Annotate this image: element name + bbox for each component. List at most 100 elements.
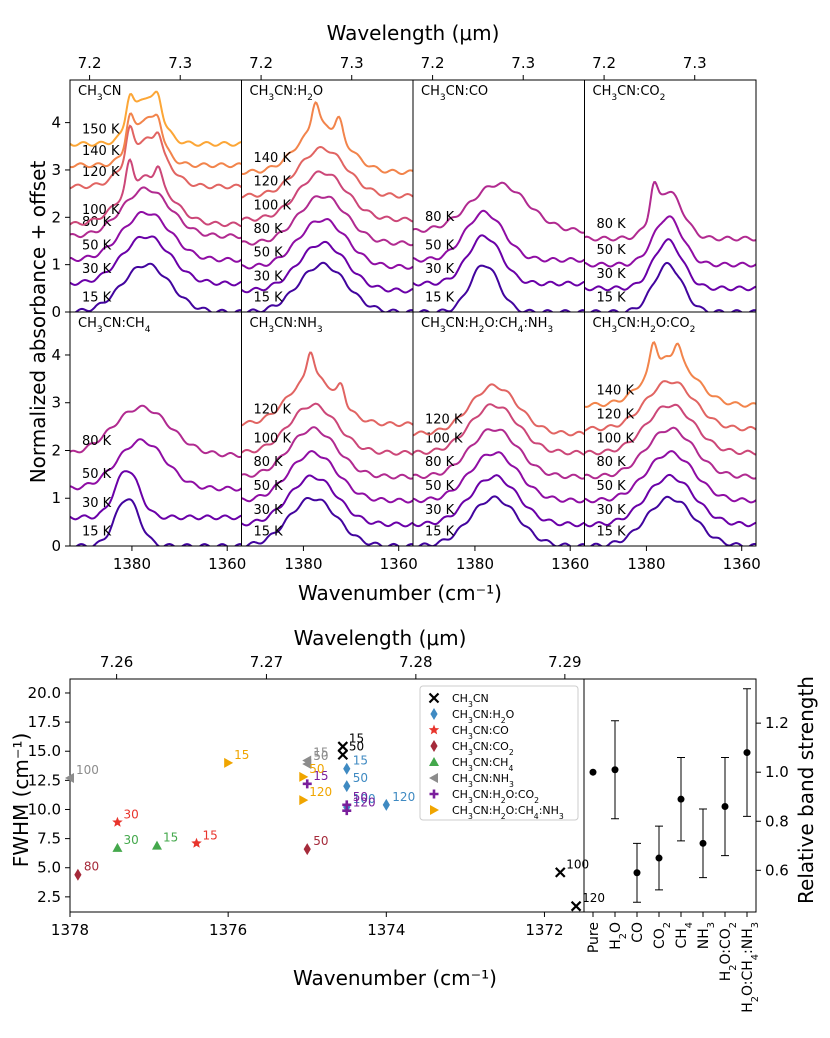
point-label: 100: [353, 792, 376, 806]
point-label: 50: [309, 762, 324, 776]
bottom-ylabel: FWHM (cm⁻¹): [9, 733, 33, 868]
legend-marker: [429, 773, 438, 783]
spectrum-line: [413, 403, 585, 456]
temperature-label: 80 K: [425, 455, 455, 470]
legend-marker: [429, 757, 439, 766]
point-label: 30: [123, 833, 138, 847]
panel-title: CH3CN:NH3: [250, 316, 323, 335]
scatter-point: [65, 773, 74, 784]
scatter-point: [302, 759, 312, 770]
scatter-point: [191, 837, 202, 848]
temperature-label: 50 K: [82, 467, 112, 482]
band-strength-point: [611, 766, 619, 774]
x-tick-label: 1374: [367, 921, 405, 939]
panel-frame: [69, 311, 242, 547]
spectrum-line: [246, 261, 413, 312]
scatter-point: [343, 780, 351, 793]
spectrum-line: [70, 235, 242, 287]
x-tick-label: 1360: [380, 555, 418, 573]
y-tick-label: 1: [51, 489, 61, 507]
bottom-wavelength-label: Wavelength (μm): [294, 626, 467, 650]
point-label: 100: [566, 857, 589, 871]
scatter-point: [382, 798, 390, 811]
y-tick-label: 15.0: [28, 742, 61, 760]
temperature-label: 100 K: [254, 431, 292, 446]
legend-entry: CH3CN:CO: [452, 724, 509, 741]
temperature-label: 50 K: [425, 479, 455, 494]
point-label: 50: [313, 749, 328, 763]
panel-title: CH3CN:H2O:CH4:NH3: [421, 316, 553, 335]
spectrum-line: [70, 112, 242, 169]
wavelength-tick-label: 7.29: [548, 653, 581, 671]
temperature-label: 80 K: [254, 455, 284, 470]
spectrum-line: [417, 495, 585, 546]
legend-entry: CH3CN:H2O:CH4:NH3: [452, 804, 564, 821]
y-tick-label: 1: [51, 256, 61, 274]
y-tick-label: 3: [51, 161, 61, 179]
temperature-label: 15 K: [597, 291, 627, 306]
band-strength-point: [655, 854, 663, 862]
x-tick-label: 1360: [551, 555, 589, 573]
legend: CH3CNCH3CN:H2OCH3CN:COCH3CN:CO2CH3CN:CH4…: [419, 685, 579, 821]
point-label: 50: [313, 834, 328, 848]
y-tick-label: 1.2: [765, 714, 789, 732]
temperature-label: 15 K: [82, 291, 112, 306]
spectrum-line: [589, 261, 756, 312]
point-label: 15: [313, 746, 328, 760]
legend-marker: [428, 692, 440, 704]
y-tick-label: 1.0: [765, 763, 789, 781]
temperature-label: 50 K: [597, 243, 627, 258]
temperature-label: 100 K: [82, 203, 120, 218]
scatter-point: [74, 868, 82, 881]
spectrum-line: [584, 380, 756, 432]
legend-marker: [430, 740, 438, 752]
right-ylabel: Relative band strength: [794, 676, 818, 904]
scatter-point: [302, 779, 312, 789]
temperature-label: 80 K: [597, 455, 627, 470]
temperature-label: 30 K: [425, 503, 455, 518]
point-label: 15: [163, 831, 178, 845]
y-tick-label: 0.8: [765, 812, 789, 830]
point-label: 120: [582, 891, 605, 905]
top-xlabel: Wavenumber (cm⁻¹): [298, 581, 502, 605]
temperature-label: 100 K: [597, 431, 635, 446]
spectrum-line: [413, 181, 585, 234]
temperature-label: 140 K: [254, 151, 292, 166]
band-strength-point: [743, 749, 751, 757]
temperature-label: 50 K: [254, 246, 284, 261]
scatter-point: [224, 757, 234, 768]
temperature-label: 15 K: [425, 291, 455, 306]
scatter-point: [337, 749, 349, 761]
point-label: 15: [313, 769, 328, 783]
y-tick-label: 7.5: [37, 830, 61, 848]
spectrum-line: [70, 262, 242, 312]
spectrum-panel: 15 K 30 K 50 K 80 K CH3CN:CO 7.2 7.3: [412, 54, 585, 313]
scatter-point: [337, 741, 349, 752]
category-label: NH3: [696, 922, 717, 949]
temperature-label: 80 K: [597, 217, 627, 232]
spectrum-line: [241, 170, 413, 223]
wavelength-tick-label: 7.28: [399, 653, 432, 671]
y-tick-label: 3: [51, 394, 61, 412]
y-tick-label: 0: [51, 537, 61, 555]
point-label: 15: [234, 748, 249, 762]
spectrum-line: [584, 238, 756, 292]
wavelength-tick-label: 7.2: [78, 54, 102, 72]
fwhm-scatter: 1378 1376 1374 1372 2.5 5.0 7.5 10.0 12.5 15.0 17.…: [28, 653, 605, 939]
spectrum-line: [589, 495, 756, 546]
temperature-label: 30 K: [425, 262, 455, 277]
category-label: CO2: [652, 922, 673, 949]
spectrum-line: [413, 451, 585, 504]
panel-title: CH3CN:H2O: [250, 84, 324, 103]
spectrum-panel: 15 K 30 K 50 K 80 K 100 K 120 K CH3CN:H2O:CH4:…: [412, 311, 589, 573]
scatter-point: [299, 795, 309, 806]
legend-entry: CH3CN:CO2: [452, 740, 514, 757]
temperature-label: 50 K: [597, 479, 627, 494]
y-tick-label: 2.5: [37, 888, 61, 906]
spectrum-line: [241, 497, 413, 546]
spectrum-line: [584, 341, 756, 408]
spectrum-line: [70, 438, 242, 492]
band-strength-point: [721, 803, 729, 811]
spectrum-line: [584, 473, 756, 528]
